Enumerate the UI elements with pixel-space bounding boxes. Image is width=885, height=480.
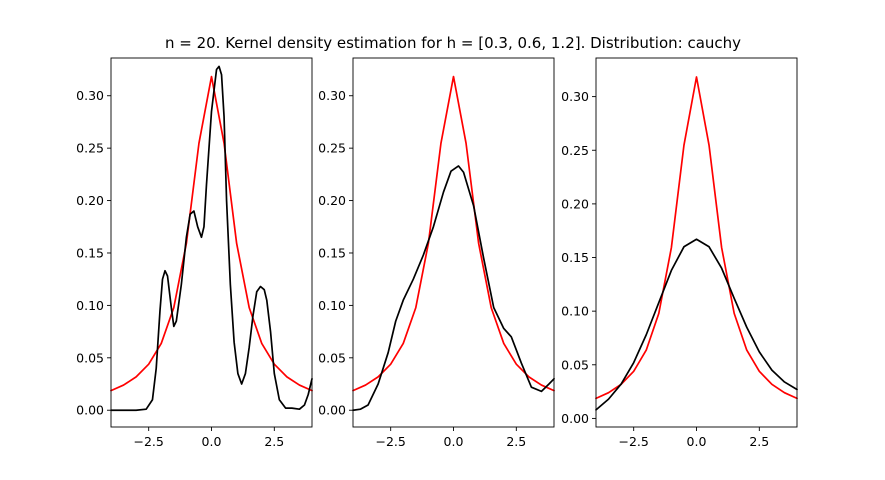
- y-tick-label: 0.25: [76, 141, 104, 156]
- y-tick-label: 0.20: [318, 193, 346, 208]
- y-tick-label: 0.25: [318, 141, 346, 156]
- y-tick-label: 0.15: [561, 250, 589, 265]
- x-tick-label: 0.0: [444, 434, 464, 449]
- y-tick-label: 0.05: [318, 350, 346, 365]
- true-density-line-2: [352, 75, 555, 392]
- subplots: −2.5 0.0 2.50.000.050.100.150.200.250.30−2…: [76, 57, 798, 449]
- y-tick-label: 0.10: [561, 304, 589, 319]
- y-tick-label: 0.00: [561, 411, 589, 426]
- y-tick-label: 0.20: [76, 193, 104, 208]
- y-tick-label: 0.25: [561, 143, 589, 158]
- y-tick-label: 0.05: [76, 350, 104, 365]
- figure-title: n = 20. Kernel density estimation for h …: [165, 34, 741, 52]
- x-tick-label: −2.5: [134, 434, 164, 449]
- kde-line-3: [595, 238, 798, 411]
- x-tick-label: 0.0: [202, 434, 222, 449]
- y-tick-label: 0.30: [561, 89, 589, 104]
- y-tick-label: 0.10: [76, 298, 104, 313]
- subplot-2: −2.5 0.0 2.5 0.00 0.05 0.10 0.15 0.20 0.25 0.30: [318, 57, 555, 449]
- x-tick-label: 2.5: [506, 434, 526, 449]
- y-tick-label: 0.05: [561, 357, 589, 372]
- y-tick-label: 0.30: [318, 88, 346, 103]
- subplot-1: −2.5 0.0 2.5 0.00 0.05 0.10 0.15 0.20 0.25 0.30: [76, 57, 313, 449]
- x-tick-label: 2.5: [749, 434, 769, 449]
- subplot-3: −2.5 0.0 2.5 0.00 0.05 0.10 0.15 0.20 0.25 0.30: [561, 57, 798, 449]
- y-tick-label: 0.00: [318, 403, 346, 418]
- x-tick-label: −2.5: [376, 434, 406, 449]
- y-tick-label: 0.00: [76, 403, 104, 418]
- kde-line-2: [352, 165, 555, 412]
- y-tick-label: 0.20: [561, 196, 589, 211]
- y-tick-label: 0.15: [318, 245, 346, 260]
- x-tick-label: 0.0: [687, 434, 707, 449]
- x-tick-label: 2.5: [264, 434, 284, 449]
- y-tick-label: 0.15: [76, 245, 104, 260]
- y-tick-label: 0.30: [76, 88, 104, 103]
- true-density-line-1: [110, 75, 313, 392]
- y-tick-label: 0.10: [318, 298, 346, 313]
- true-density-line-3: [595, 76, 798, 400]
- x-tick-label: −2.5: [619, 434, 649, 449]
- kde-line-1: [110, 65, 313, 412]
